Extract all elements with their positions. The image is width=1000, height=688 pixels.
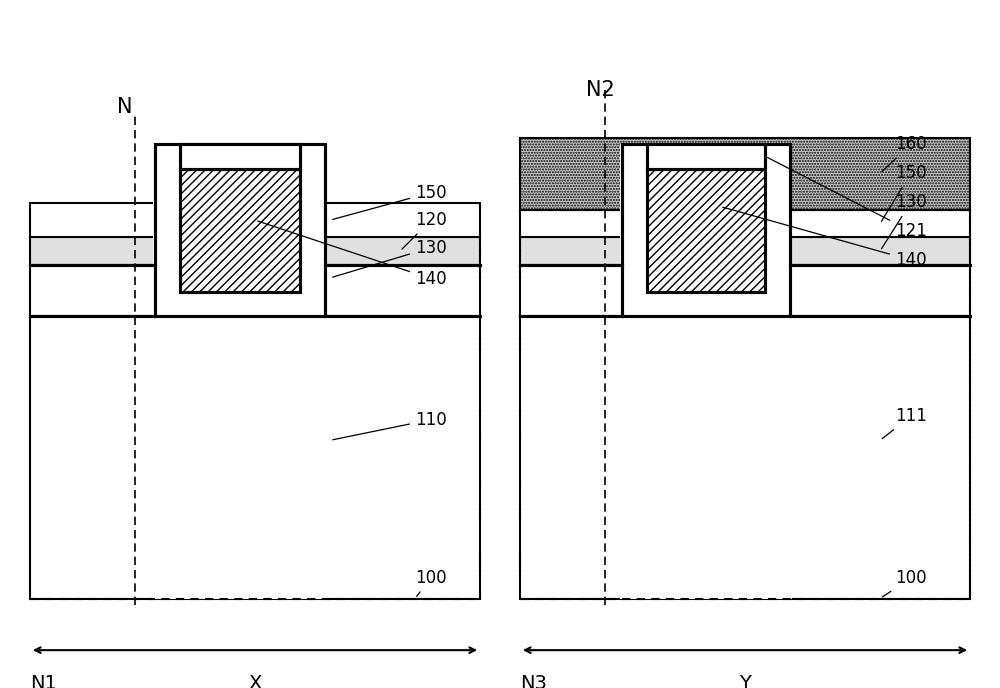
- Text: 140: 140: [723, 207, 927, 269]
- Text: 150: 150: [333, 184, 447, 219]
- Text: N2: N2: [586, 80, 614, 100]
- Bar: [180, 169, 300, 292]
- Bar: [647, 169, 765, 292]
- Bar: [647, 144, 765, 169]
- Text: 120: 120: [402, 211, 447, 249]
- Text: 160: 160: [882, 136, 927, 171]
- Text: 150: 150: [881, 164, 927, 222]
- Text: 140: 140: [258, 221, 447, 288]
- Text: 130: 130: [881, 193, 927, 249]
- Text: N3: N3: [520, 674, 547, 688]
- Text: N1: N1: [30, 674, 57, 688]
- Text: 110: 110: [333, 411, 447, 440]
- Bar: [620, 144, 792, 599]
- Text: Y: Y: [739, 674, 751, 688]
- Text: N: N: [117, 97, 133, 117]
- Text: 130: 130: [333, 239, 447, 277]
- Text: 100: 100: [882, 569, 927, 597]
- Bar: [155, 144, 325, 316]
- Bar: [520, 316, 970, 599]
- Text: 111: 111: [882, 407, 927, 439]
- Bar: [30, 203, 480, 237]
- Bar: [153, 144, 327, 599]
- Bar: [520, 138, 970, 210]
- Text: 100: 100: [415, 569, 447, 596]
- Bar: [520, 210, 970, 237]
- Bar: [520, 237, 970, 265]
- Bar: [180, 144, 300, 169]
- Text: X: X: [248, 674, 262, 688]
- Bar: [30, 265, 480, 316]
- Bar: [520, 265, 970, 316]
- Bar: [622, 144, 790, 316]
- Bar: [30, 316, 480, 599]
- Bar: [30, 237, 480, 265]
- Text: 121: 121: [767, 158, 927, 240]
